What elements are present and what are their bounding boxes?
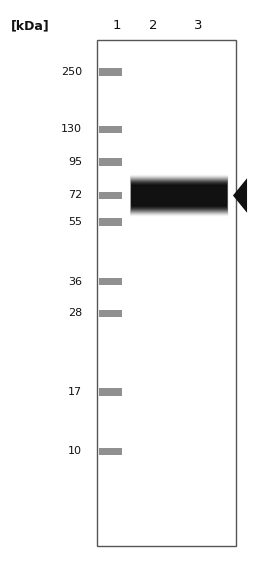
- Bar: [99, 447, 122, 455]
- Polygon shape: [233, 178, 247, 213]
- FancyBboxPatch shape: [130, 177, 228, 214]
- Bar: [99, 389, 122, 396]
- Text: 28: 28: [68, 308, 82, 319]
- Text: 3: 3: [194, 20, 203, 32]
- Text: 17: 17: [68, 387, 82, 397]
- Text: 72: 72: [68, 190, 82, 201]
- Text: [kDa]: [kDa]: [11, 20, 50, 32]
- FancyBboxPatch shape: [131, 184, 227, 207]
- Bar: [99, 309, 122, 317]
- Text: 10: 10: [68, 446, 82, 457]
- Bar: [99, 68, 122, 75]
- FancyBboxPatch shape: [131, 179, 228, 212]
- Bar: [99, 218, 122, 225]
- FancyBboxPatch shape: [131, 178, 228, 213]
- FancyBboxPatch shape: [131, 182, 227, 209]
- Bar: [97, 40, 236, 546]
- Text: 55: 55: [68, 217, 82, 227]
- FancyBboxPatch shape: [131, 183, 227, 208]
- FancyBboxPatch shape: [131, 185, 227, 206]
- Text: 2: 2: [149, 20, 158, 32]
- Text: 95: 95: [68, 157, 82, 167]
- Text: 1: 1: [112, 20, 121, 32]
- Bar: [99, 125, 122, 133]
- FancyBboxPatch shape: [130, 176, 228, 215]
- FancyBboxPatch shape: [131, 186, 227, 205]
- Text: 130: 130: [61, 124, 82, 135]
- Text: 250: 250: [61, 67, 82, 77]
- FancyBboxPatch shape: [131, 181, 228, 210]
- Bar: [99, 191, 122, 199]
- FancyBboxPatch shape: [131, 180, 228, 211]
- Bar: [99, 158, 122, 166]
- Bar: [99, 278, 122, 285]
- Text: 36: 36: [68, 277, 82, 287]
